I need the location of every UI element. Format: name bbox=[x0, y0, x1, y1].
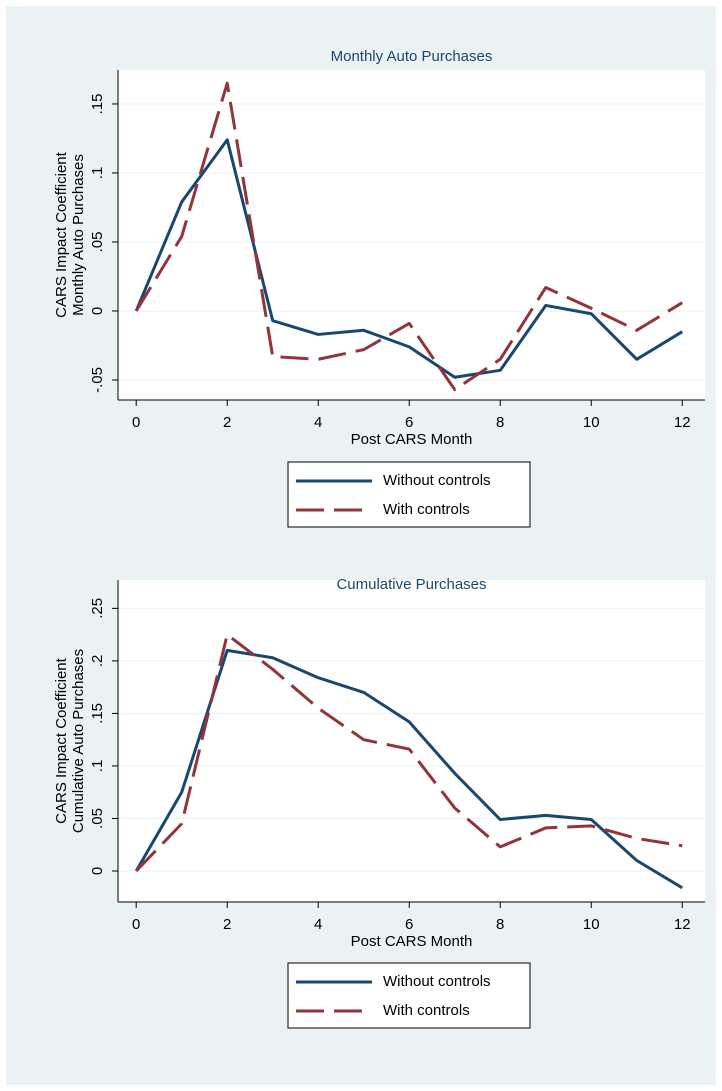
x-tick-label: 10 bbox=[583, 916, 600, 933]
y-tick-label: .05 bbox=[89, 808, 106, 829]
chart-title: Cumulative Purchases bbox=[336, 576, 486, 593]
y-axis-label: Cumulative Auto Purchases bbox=[70, 649, 87, 833]
y-tick-label: .1 bbox=[89, 760, 106, 773]
x-tick-label: 2 bbox=[223, 414, 231, 431]
x-tick-label: 4 bbox=[314, 916, 322, 933]
legend: Without controls With controls bbox=[287, 962, 531, 1029]
y-axis-label: CARS Impact Coefficient bbox=[53, 657, 70, 823]
y-tick-label: 0 bbox=[89, 307, 106, 315]
x-tick-label: 0 bbox=[132, 916, 140, 933]
legend: Without controls With controls bbox=[287, 461, 531, 528]
x-tick-label: 12 bbox=[674, 414, 691, 431]
x-axis-label: Post CARS Month bbox=[351, 431, 473, 448]
x-tick-label: 8 bbox=[496, 414, 504, 431]
y-tick-label: -.05 bbox=[89, 367, 106, 393]
series-line bbox=[134, 138, 684, 379]
series-line bbox=[134, 648, 684, 890]
y-tick-label: .25 bbox=[89, 598, 106, 619]
plot-area bbox=[118, 70, 705, 400]
series-line bbox=[135, 633, 683, 873]
x-tick-label: 2 bbox=[223, 916, 231, 933]
y-tick-label: .2 bbox=[89, 655, 106, 668]
x-axis-label: Post CARS Month bbox=[351, 933, 473, 950]
chart-title: Monthly Auto Purchases bbox=[331, 48, 493, 65]
x-tick-label: 12 bbox=[674, 916, 691, 933]
x-tick-label: 4 bbox=[314, 414, 322, 431]
y-tick-label: .15 bbox=[89, 703, 106, 724]
x-tick-label: 10 bbox=[583, 414, 600, 431]
legend-label: Without controls bbox=[383, 472, 491, 489]
y-axis-label: CARS Impact Coefficient bbox=[53, 151, 70, 317]
y-tick-label: 0 bbox=[89, 867, 106, 875]
x-tick-label: 6 bbox=[405, 916, 413, 933]
y-axis-label: Monthly Auto Purchases bbox=[70, 154, 87, 316]
x-tick-label: 0 bbox=[132, 414, 140, 431]
legend-label: With controls bbox=[383, 1002, 470, 1019]
y-tick-label: .05 bbox=[89, 232, 106, 253]
series-line bbox=[134, 81, 684, 392]
legend-label: With controls bbox=[383, 501, 470, 518]
y-tick-label: .1 bbox=[89, 167, 106, 180]
legend-label: Without controls bbox=[383, 973, 491, 990]
legend-box bbox=[287, 461, 531, 528]
plot-area bbox=[118, 580, 705, 902]
legend-box bbox=[287, 962, 531, 1029]
y-tick-label: .15 bbox=[89, 94, 106, 115]
x-tick-label: 8 bbox=[496, 916, 504, 933]
x-tick-label: 6 bbox=[405, 414, 413, 431]
